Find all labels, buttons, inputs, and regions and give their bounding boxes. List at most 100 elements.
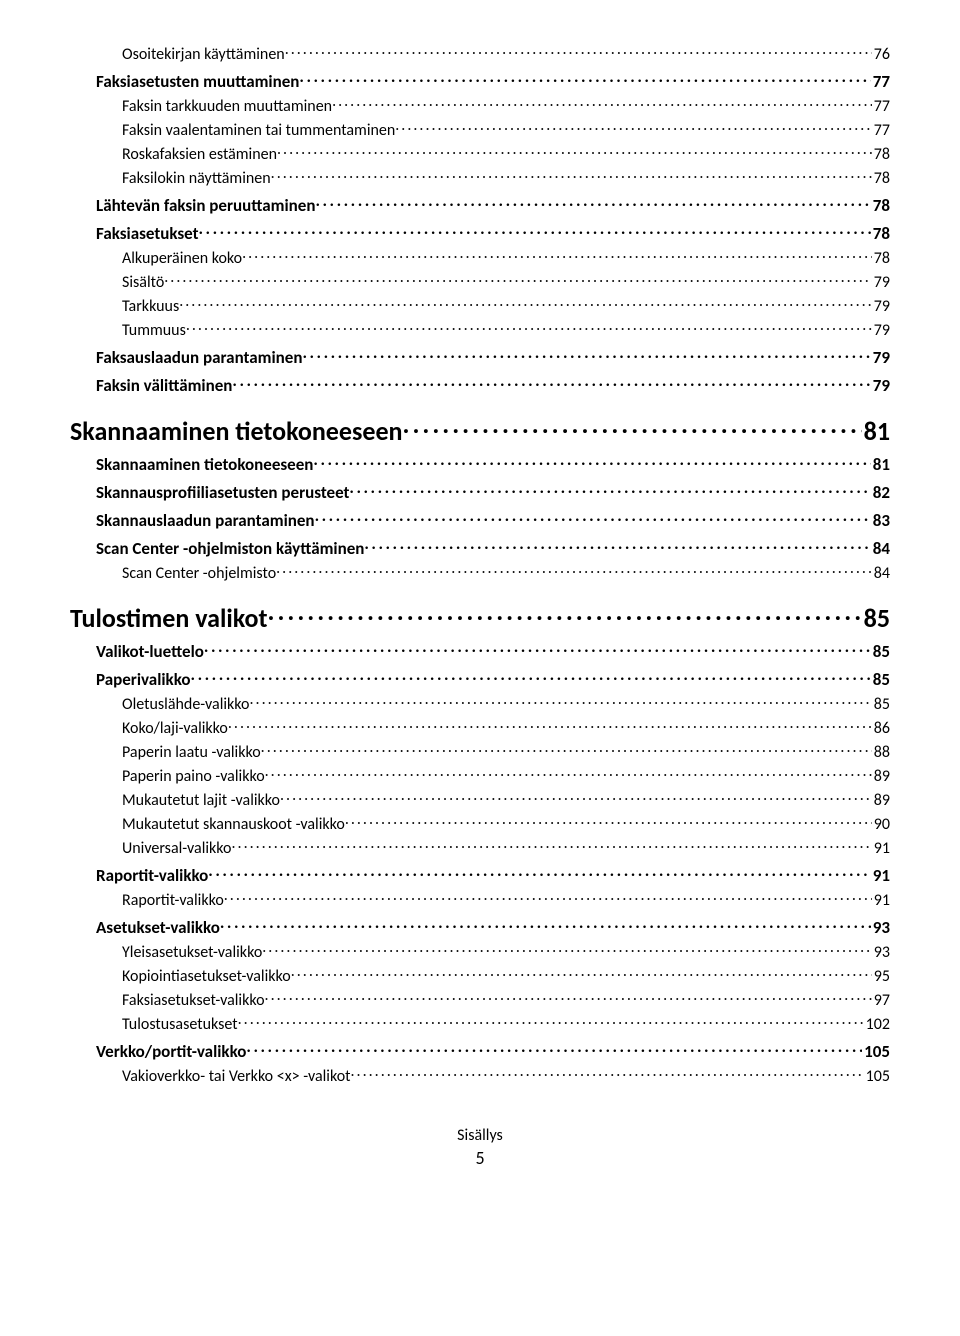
toc-leader-dots xyxy=(299,70,870,87)
toc-page-number: 79 xyxy=(872,297,890,316)
toc-page-number: 76 xyxy=(872,45,890,64)
toc-label: Faksiasetusten muuttaminen xyxy=(96,71,299,92)
toc-label: Vakioverkko- tai Verkko <x> -valikot xyxy=(122,1067,351,1086)
footer-title: Sisällys xyxy=(70,1126,890,1145)
toc-label: Faksiasetukset-valikko xyxy=(122,991,265,1010)
toc-page-number: 89 xyxy=(872,791,890,810)
toc-leader-dots xyxy=(220,916,871,933)
toc-leader-dots xyxy=(242,247,872,263)
toc-page-number: 78 xyxy=(872,249,890,268)
toc-leader-dots xyxy=(179,295,872,311)
toc-label: Tulostusasetukset xyxy=(122,1015,238,1034)
toc-page-number: 77 xyxy=(871,71,890,92)
toc-page-number: 91 xyxy=(872,839,890,858)
toc-leader-dots xyxy=(403,414,862,440)
toc-page-number: 81 xyxy=(871,454,890,475)
toc-leader-dots xyxy=(262,941,872,957)
toc-entry: Scan Center -ohjelmiston käyttäminen84 xyxy=(96,537,890,559)
toc-page-number: 85 xyxy=(871,641,890,662)
toc-leader-dots xyxy=(208,864,870,881)
toc-entry: Tulostusasetukset102 xyxy=(122,1013,890,1034)
toc-leader-dots xyxy=(249,693,871,709)
toc-entry: Tarkkuus 79 xyxy=(122,295,890,316)
toc-entry: Paperivalikko85 xyxy=(96,668,890,690)
toc-label: Faksauslaadun parantaminen xyxy=(96,347,302,368)
toc-label: Tarkkuus xyxy=(122,297,179,316)
toc-leader-dots xyxy=(164,271,872,287)
toc-label: Tulostimen valikot xyxy=(70,602,268,634)
toc-page-number: 83 xyxy=(871,510,890,531)
toc-page-number: 85 xyxy=(872,695,890,714)
toc-entry: Faksiasetusten muuttaminen 77 xyxy=(96,70,890,92)
toc-leader-dots xyxy=(204,640,871,657)
toc-entry: Alkuperäinen koko 78 xyxy=(122,247,890,268)
toc-list: Osoitekirjan käyttäminen 76 Faksiasetusten… xyxy=(70,43,890,1086)
toc-page-number: 93 xyxy=(872,943,890,962)
toc-entry: Universal-valikko 91 xyxy=(122,837,890,858)
toc-label: Skannaaminen tietokoneeseen xyxy=(96,454,313,475)
toc-leader-dots xyxy=(268,601,862,627)
toc-entry: Faksin tarkkuuden muuttaminen77 xyxy=(122,95,890,116)
toc-entry: Yleisasetukset-valikko 93 xyxy=(122,941,890,962)
toc-label: Skannaaminen tietokoneeseen xyxy=(70,415,403,447)
toc-entry: Tummuus79 xyxy=(122,319,890,340)
toc-leader-dots xyxy=(228,717,872,733)
toc-page-number: 90 xyxy=(872,815,890,834)
toc-page-number: 78 xyxy=(871,223,890,244)
toc-entry: Skannauslaadun parantaminen83 xyxy=(96,509,890,531)
toc-label: Faksin välittäminen xyxy=(96,375,232,396)
toc-entry: Lähtevän faksin peruuttaminen78 xyxy=(96,194,890,216)
toc-page-number: 79 xyxy=(871,347,890,368)
toc-label: Raportit-valikko xyxy=(96,865,208,886)
toc-leader-dots xyxy=(238,1013,864,1029)
toc-label: Scan Center -ohjelmisto xyxy=(122,564,276,583)
toc-label: Paperivalikko xyxy=(96,669,191,690)
toc-label: Yleisasetukset-valikko xyxy=(122,943,262,962)
toc-label: Tummuus xyxy=(122,321,186,340)
toc-label: Osoitekirjan käyttäminen xyxy=(122,45,285,64)
toc-entry: Faksin vaalentaminen tai tummentaminen77 xyxy=(122,119,890,140)
toc-leader-dots xyxy=(265,989,872,1005)
toc-page-number: 91 xyxy=(871,865,890,886)
toc-page-number: 79 xyxy=(872,273,890,292)
toc-entry: Osoitekirjan käyttäminen 76 xyxy=(122,43,890,64)
toc-leader-dots xyxy=(332,95,872,111)
toc-entry: Roskafaksien estäminen 78 xyxy=(122,143,890,164)
toc-page-number: 85 xyxy=(862,602,890,634)
toc-leader-dots xyxy=(246,1040,862,1057)
toc-entry: Faksin välittäminen 79 xyxy=(96,374,890,396)
toc-entry: Kopiointiasetukset-valikko 95 xyxy=(122,965,890,986)
toc-label: Paperin paino -valikko xyxy=(122,767,265,786)
toc-leader-dots xyxy=(232,374,870,391)
toc-entry: Skannaaminen tietokoneeseen 81 xyxy=(96,453,890,475)
toc-label: Oletuslähde-valikko xyxy=(122,695,249,714)
toc-page-number: 91 xyxy=(872,891,890,910)
toc-page-number: 81 xyxy=(862,415,890,447)
toc-leader-dots xyxy=(315,509,871,526)
toc-leader-dots xyxy=(271,167,872,183)
toc-leader-dots xyxy=(285,43,872,59)
toc-label: Kopiointiasetukset-valikko xyxy=(122,967,291,986)
toc-label: Mukautetut lajit -valikko xyxy=(122,791,280,810)
toc-page-number: 78 xyxy=(871,195,890,216)
toc-page-number: 95 xyxy=(872,967,890,986)
toc-leader-dots xyxy=(395,119,872,135)
toc-label: Koko/laji-valikko xyxy=(122,719,228,738)
toc-page-number: 84 xyxy=(871,538,890,559)
toc-entry: Faksiasetukset-valikko97 xyxy=(122,989,890,1010)
toc-page-number: 77 xyxy=(872,97,890,116)
toc-page-number: 84 xyxy=(872,564,890,583)
toc-label: Sisältö xyxy=(122,273,164,292)
toc-label: Roskafaksien estäminen xyxy=(122,145,277,164)
toc-page-number: 79 xyxy=(871,375,890,396)
toc-label: Alkuperäinen koko xyxy=(122,249,242,268)
toc-label: Skannausprofiiliasetusten perusteet xyxy=(96,482,349,503)
toc-page-number: 88 xyxy=(872,743,890,762)
toc-entry: Faksiasetukset78 xyxy=(96,222,890,244)
toc-page-number: 78 xyxy=(872,145,890,164)
toc-entry: Faksauslaadun parantaminen 79 xyxy=(96,346,890,368)
toc-entry: Mukautetut lajit -valikko 89 xyxy=(122,789,890,810)
toc-label: Universal-valikko xyxy=(122,839,231,858)
toc-leader-dots xyxy=(315,194,870,211)
toc-label: Paperin laatu -valikko xyxy=(122,743,261,762)
